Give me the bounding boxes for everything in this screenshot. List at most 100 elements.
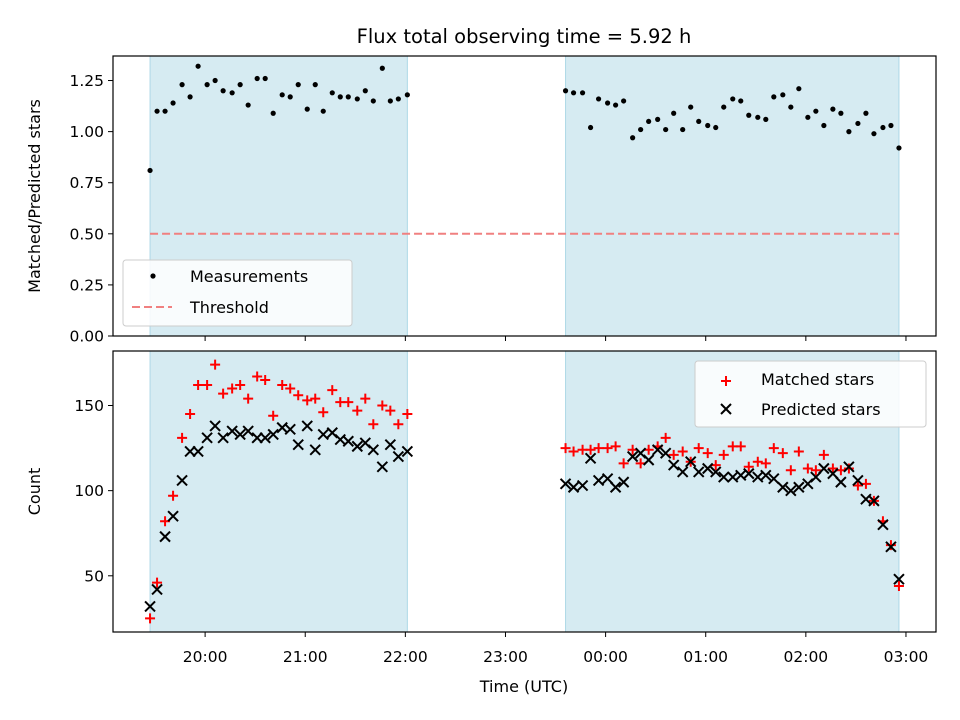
matched-point (327, 385, 338, 396)
predicted-point (301, 420, 313, 432)
legend-box (122, 259, 353, 327)
y-tick-label: 0.25 (69, 276, 104, 294)
legend-label-matched: Matched stars (761, 370, 874, 389)
matched-point (202, 380, 213, 391)
data-point (638, 126, 644, 133)
predicted-point (226, 425, 238, 437)
data-point (354, 96, 360, 102)
predicted-point (609, 481, 622, 493)
matched-point (260, 374, 271, 385)
predicted-point (217, 432, 229, 444)
matched-point (810, 465, 821, 476)
legend: Measurements Threshold (122, 259, 353, 327)
predicted-point (651, 444, 664, 456)
data-point (630, 135, 636, 141)
data-point (270, 110, 276, 116)
predicted-point (868, 495, 880, 507)
matched-point (218, 388, 229, 399)
predicted-point (234, 428, 246, 441)
data-point (170, 100, 176, 106)
matched-point (827, 463, 838, 474)
predicted-point (852, 474, 864, 487)
legend-marker-measurements (150, 273, 156, 279)
matched-point (618, 458, 629, 469)
data-point (663, 126, 669, 133)
data-point (888, 122, 894, 129)
predicted-point (201, 432, 213, 444)
data-point (855, 120, 861, 127)
matched-point (793, 446, 804, 457)
y-tick-label: 150 (74, 397, 104, 415)
x-axis-label: Time (UTC) (479, 677, 568, 696)
legend-label-threshold: Threshold (189, 298, 269, 317)
matched-point (368, 419, 379, 430)
data-point (680, 126, 686, 133)
predicted-point (835, 476, 847, 488)
matched-point (343, 397, 354, 408)
data-point (279, 92, 285, 98)
predicted-point (242, 425, 254, 437)
matched-point (352, 405, 363, 416)
predicted-point (885, 541, 897, 553)
data-point (179, 82, 185, 88)
matched-point (385, 405, 396, 416)
data-point (579, 90, 586, 96)
legend-marker-matched (721, 376, 731, 386)
data-point (237, 82, 243, 88)
data-point (570, 90, 577, 96)
predicted-point (702, 462, 714, 475)
data-point (646, 118, 652, 125)
plot-frame (112, 350, 937, 633)
data-point (621, 98, 627, 104)
data-point (379, 65, 385, 71)
x-tick-label: 23:00 (483, 648, 528, 666)
data-point (821, 122, 827, 129)
data-point (613, 102, 619, 108)
matched-point (602, 443, 613, 454)
data-point (863, 110, 869, 116)
data-point (337, 94, 343, 100)
matched-point (227, 383, 238, 394)
predicted-point (617, 476, 630, 488)
predicted-point (342, 435, 354, 447)
matched-point (293, 390, 304, 401)
matched-point (702, 448, 713, 459)
panel-ratio: 0.00 0.25 0.50 0.75 1.00 1.25 Matched/Predicte… (25, 55, 937, 346)
legend-label-measurements: Measurements (190, 267, 308, 286)
predicted-point (718, 471, 730, 483)
predicted-point (159, 530, 171, 543)
predicted-point (642, 454, 655, 466)
data-point (813, 108, 819, 114)
matched-point (152, 577, 163, 588)
predicted-point (576, 479, 589, 492)
data-point (262, 75, 268, 82)
data-point (721, 104, 727, 110)
predicted-point (267, 428, 279, 441)
matched-point (677, 446, 688, 457)
panel-counts: 50 100 150 Count Matched stars Predicted star… (25, 350, 937, 637)
matched-point (377, 400, 388, 411)
x-tick-label: 22:00 (383, 648, 428, 666)
predicted-point (818, 462, 830, 475)
matched-point (752, 456, 763, 467)
predicted-point (292, 438, 304, 451)
data-point (245, 102, 251, 108)
data-point (229, 90, 235, 96)
matched-point (243, 393, 254, 404)
data-point (671, 110, 677, 116)
predicted-point (192, 445, 204, 458)
matched-point (843, 463, 854, 474)
matched-point (610, 441, 621, 452)
predicted-point (684, 455, 697, 468)
matched-point (402, 409, 413, 420)
y-tick-label: 0.50 (69, 225, 104, 243)
data-point (320, 108, 326, 114)
predicted-point (367, 444, 380, 456)
predicted-point (877, 519, 889, 531)
predicted-point (384, 438, 397, 451)
data-point (254, 75, 260, 82)
legend: Matched stars Predicted stars (694, 360, 927, 428)
matched-point (177, 432, 188, 443)
predicted-point (693, 466, 705, 478)
